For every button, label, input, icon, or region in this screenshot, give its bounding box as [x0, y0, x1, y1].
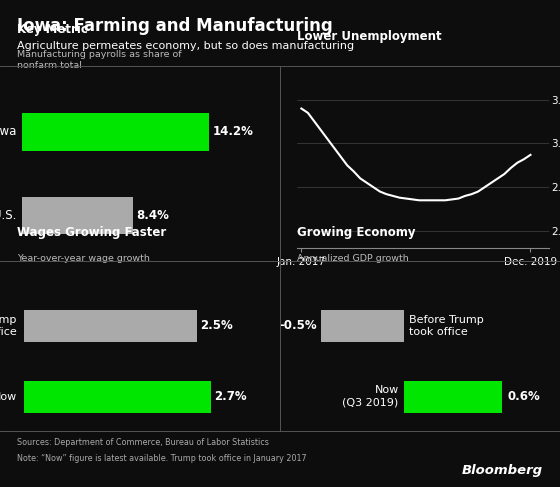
Text: 2.5%: 2.5%	[200, 319, 233, 332]
Text: Growing Economy: Growing Economy	[297, 226, 416, 239]
Text: Year-over-year wage growth: Year-over-year wage growth	[17, 254, 150, 263]
Text: 8.4%: 8.4%	[137, 209, 170, 222]
Text: Before Trump
took office: Before Trump took office	[408, 315, 483, 337]
Text: 0.6%: 0.6%	[507, 390, 540, 403]
Text: Now
(Q3 2019): Now (Q3 2019)	[342, 386, 399, 408]
Text: U.S.: U.S.	[0, 209, 17, 222]
Bar	[22, 113, 209, 150]
Text: Bloomberg: Bloomberg	[462, 464, 543, 477]
Bar	[404, 381, 502, 412]
Text: Agriculture permeates economy, but so does manufacturing: Agriculture permeates economy, but so do…	[17, 41, 354, 52]
Text: 14.2%: 14.2%	[213, 125, 254, 138]
Text: Lower Unemployment: Lower Unemployment	[297, 30, 441, 43]
Text: Manufacturing payrolls as share of
nonfarm total: Manufacturing payrolls as share of nonfa…	[17, 50, 181, 71]
Text: -0.5%: -0.5%	[279, 319, 316, 332]
Text: Iowa: Farming and Manufacturing: Iowa: Farming and Manufacturing	[17, 17, 333, 35]
Bar	[22, 197, 133, 234]
Text: Now: Now	[0, 392, 17, 402]
Text: 2.7%: 2.7%	[214, 390, 246, 403]
Text: Sources: Department of Commerce, Bureau of Labor Statistics: Sources: Department of Commerce, Bureau …	[17, 438, 269, 447]
Bar	[321, 310, 404, 342]
Text: Note: “Now” figure is latest available. Trump took office in January 2017: Note: “Now” figure is latest available. …	[17, 454, 306, 463]
Text: Key Metric: Key Metric	[17, 22, 88, 36]
Text: When Trump
took office: When Trump took office	[0, 315, 17, 337]
Text: Wages Growing Faster: Wages Growing Faster	[17, 226, 166, 239]
Text: Annualized GDP growth: Annualized GDP growth	[297, 254, 409, 263]
Bar	[24, 381, 211, 412]
Text: Iowa: Iowa	[0, 125, 17, 138]
Bar	[24, 310, 197, 342]
